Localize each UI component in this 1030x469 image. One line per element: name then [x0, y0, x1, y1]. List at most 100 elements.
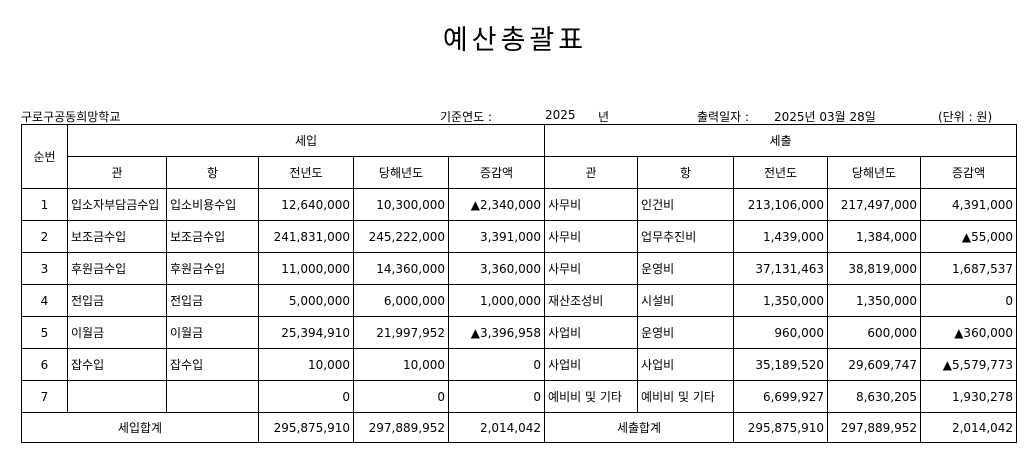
revenue-prev-cell: 25,394,910	[258, 316, 354, 349]
table-row: 7 0 0 0 예비비 및 기타 예비비 및 기타 6,699,927 8,630,205 1,…	[21, 380, 1018, 413]
expense-diff-cell: 0	[920, 284, 1018, 317]
seq-cell: 5	[21, 316, 68, 349]
expense-prev-cell: 1,439,000	[733, 220, 829, 253]
expense-diff-header: 증감액	[920, 156, 1018, 189]
revenue-total-label: 세입합계	[21, 412, 259, 443]
revenue-diff-cell: 0	[447, 380, 546, 413]
expense-hang-cell: 인건비	[637, 188, 735, 221]
expense-gwan-cell: 재산조성비	[544, 284, 639, 317]
revenue-header: 세입	[66, 124, 546, 157]
expense-diff-cell: ▲5,579,773	[920, 348, 1018, 381]
revenue-hang-cell: 잡수입	[166, 348, 259, 381]
revenue-diff-header: 증감액	[447, 156, 546, 189]
revenue-gwan-cell: 잡수입	[67, 348, 167, 381]
revenue-diff-cell: 3,360,000	[447, 252, 546, 285]
expense-prev-cell: 6,699,927	[733, 380, 829, 413]
expense-hang-header: 항	[637, 156, 735, 189]
expense-total-curr: 297,889,952	[827, 412, 922, 443]
revenue-prev-cell: 5,000,000	[258, 284, 354, 317]
expense-hang-cell: 운영비	[637, 252, 735, 285]
total-row: 세입합계 295,875,910 297,889,952 2,014,042 세…	[21, 412, 1018, 443]
revenue-prev-cell: 11,000,000	[258, 252, 354, 285]
revenue-hang-header: 항	[166, 156, 259, 189]
revenue-total-diff: 2,014,042	[447, 412, 546, 443]
expense-diff-cell: ▲360,000	[920, 316, 1018, 349]
table-row: 1 입소자부담금수입 입소비용수입 12,640,000 10,300,000 ▲2,34…	[21, 188, 1018, 221]
expense-gwan-cell: 사무비	[544, 252, 639, 285]
expense-curr-cell: 1,384,000	[827, 220, 922, 253]
base-year-label: 기준연도 :	[440, 110, 493, 124]
revenue-diff-cell: 0	[447, 348, 546, 381]
revenue-hang-cell: 후원금수입	[166, 252, 259, 285]
revenue-hang-cell	[166, 380, 259, 413]
seq-cell: 4	[21, 284, 68, 317]
expense-gwan-cell: 예비비 및 기타	[544, 380, 639, 413]
revenue-diff-cell: 1,000,000	[447, 284, 546, 317]
expense-curr-cell: 1,350,000	[827, 284, 922, 317]
expense-prev-cell: 35,189,520	[733, 348, 829, 381]
revenue-gwan-cell: 이월금	[67, 316, 167, 349]
revenue-curr-cell: 10,300,000	[353, 188, 449, 221]
expense-hang-cell: 사업비	[637, 348, 735, 381]
expense-prev-cell: 960,000	[733, 316, 829, 349]
print-date-label: 출력일자 :	[697, 110, 750, 124]
expense-total-label: 세출합계	[544, 412, 735, 443]
expense-hang-cell: 예비비 및 기타	[637, 380, 735, 413]
revenue-gwan-cell: 후원금수입	[67, 252, 167, 285]
revenue-curr-cell: 10,000	[353, 348, 449, 381]
revenue-curr-cell: 14,360,000	[353, 252, 449, 285]
base-year-value: 2025	[545, 108, 576, 122]
revenue-curr-header: 당해년도	[353, 156, 449, 189]
expense-diff-cell: ▲55,000	[920, 220, 1018, 253]
expense-gwan-cell: 사업비	[544, 316, 639, 349]
school-name: 구로구공동희망학교	[21, 110, 121, 124]
expense-curr-cell: 29,609,747	[827, 348, 922, 381]
revenue-prev-cell: 241,831,000	[258, 220, 354, 253]
print-date-value: 2025년 03월 28일	[774, 110, 876, 124]
seq-cell: 6	[21, 348, 68, 381]
revenue-diff-cell: 3,391,000	[447, 220, 546, 253]
document-title: 예산총괄표	[442, 25, 588, 56]
expense-gwan-cell: 사무비	[544, 220, 639, 253]
table-row: 5 이월금 이월금 25,394,910 21,997,952 ▲3,396,958 사업비…	[21, 316, 1018, 349]
revenue-gwan-cell: 전입금	[67, 284, 167, 317]
revenue-diff-cell: ▲2,340,000	[447, 188, 546, 221]
expense-diff-cell: 4,391,000	[920, 188, 1018, 221]
expense-gwan-header: 관	[544, 156, 639, 189]
revenue-gwan-cell: 보조금수입	[67, 220, 167, 253]
expense-gwan-cell: 사업비	[544, 348, 639, 381]
table-row: 4 전입금 전입금 5,000,000 6,000,000 1,000,000 재산조성비 시…	[21, 284, 1018, 317]
expense-hang-cell: 시설비	[637, 284, 735, 317]
expense-total-prev: 295,875,910	[733, 412, 829, 443]
revenue-curr-cell: 21,997,952	[353, 316, 449, 349]
revenue-hang-cell: 이월금	[166, 316, 259, 349]
expense-diff-cell: 1,687,537	[920, 252, 1018, 285]
seq-cell: 7	[21, 380, 68, 413]
expense-hang-cell: 운영비	[637, 316, 735, 349]
table-row: 3 후원금수입 후원금수입 11,000,000 14,360,000 3,360,000…	[21, 252, 1018, 285]
expense-prev-cell: 213,106,000	[733, 188, 829, 221]
seq-cell: 2	[21, 220, 68, 253]
base-year-unit: 년	[598, 110, 610, 124]
revenue-gwan-header: 관	[67, 156, 167, 189]
revenue-gwan-cell: 입소자부담금수입	[67, 188, 167, 221]
revenue-curr-cell: 0	[353, 380, 449, 413]
expense-curr-cell: 38,819,000	[827, 252, 922, 285]
budget-summary-table: 순번 세입 세출 관 항 전년도 당해년도 증감액 관 항 전년도 당해년도 증…	[21, 124, 1018, 443]
expense-curr-cell: 217,497,000	[827, 188, 922, 221]
revenue-prev-cell: 10,000	[258, 348, 354, 381]
revenue-prev-header: 전년도	[258, 156, 354, 189]
seq-cell: 1	[21, 188, 68, 221]
expense-prev-header: 전년도	[733, 156, 829, 189]
expense-curr-cell: 600,000	[827, 316, 922, 349]
unit-label: (단위 : 원)	[938, 110, 993, 124]
expense-total-diff: 2,014,042	[920, 412, 1018, 443]
revenue-total-prev: 295,875,910	[258, 412, 354, 443]
revenue-prev-cell: 12,640,000	[258, 188, 354, 221]
table-row: 2 보조금수입 보조금수입 241,831,000 245,222,000 3,391,0…	[21, 220, 1018, 253]
revenue-curr-cell: 6,000,000	[353, 284, 449, 317]
revenue-total-curr: 297,889,952	[353, 412, 449, 443]
expense-prev-cell: 1,350,000	[733, 284, 829, 317]
revenue-diff-cell: ▲3,396,958	[447, 316, 546, 349]
expense-header: 세출	[544, 124, 1018, 157]
